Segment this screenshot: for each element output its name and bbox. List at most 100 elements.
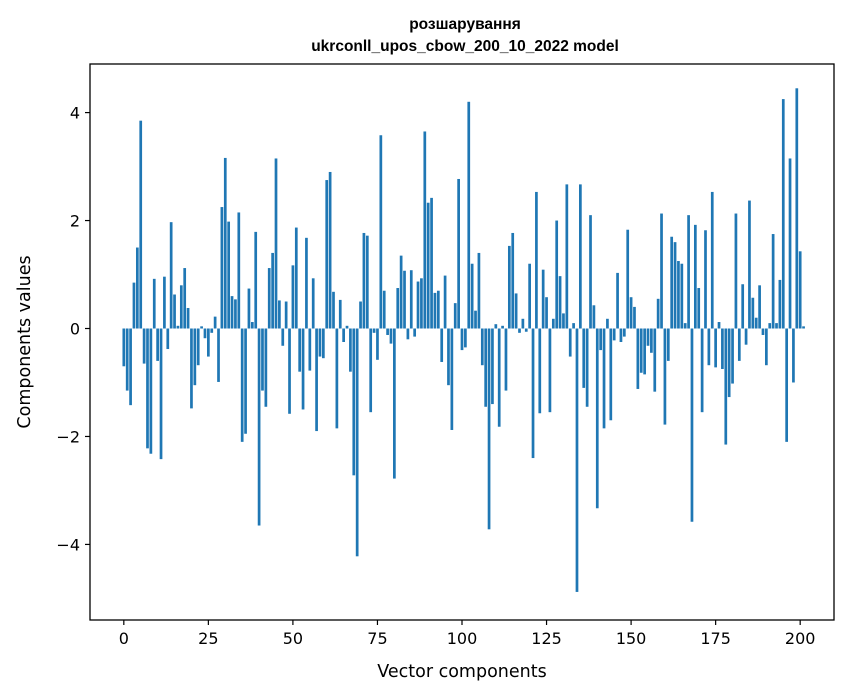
bar <box>152 278 156 329</box>
bar <box>761 328 765 335</box>
bar <box>633 306 636 329</box>
bar <box>531 328 535 459</box>
bar <box>487 328 491 530</box>
bar <box>234 299 237 329</box>
bar <box>159 328 163 460</box>
bar-series <box>122 88 805 592</box>
bar <box>355 328 359 557</box>
bar <box>768 323 772 329</box>
bar <box>420 278 423 329</box>
bar <box>213 316 217 329</box>
bar <box>203 328 207 339</box>
bar <box>785 328 789 442</box>
bar <box>697 288 701 329</box>
bar <box>135 247 139 329</box>
bar <box>447 328 450 386</box>
bar <box>545 297 548 329</box>
bar <box>660 213 663 329</box>
bar <box>582 328 586 388</box>
bar <box>477 252 481 329</box>
bar <box>149 328 153 454</box>
bar <box>288 328 291 414</box>
bar <box>200 326 203 329</box>
bar <box>267 268 271 329</box>
bar <box>291 265 295 329</box>
bar <box>423 131 427 329</box>
bar <box>491 328 494 405</box>
bar <box>223 157 227 329</box>
bar <box>704 230 707 329</box>
bar <box>565 184 569 329</box>
x-tick-label: 200 <box>785 629 816 648</box>
x-tick-label: 175 <box>700 629 731 648</box>
bar <box>622 328 626 337</box>
bar <box>271 252 274 329</box>
bar <box>717 322 721 329</box>
bar <box>284 301 288 329</box>
bar <box>589 215 592 329</box>
y-tick-label: 0 <box>70 320 80 339</box>
bar <box>663 328 667 425</box>
bar <box>352 328 356 476</box>
bar <box>403 270 406 329</box>
bar <box>585 328 589 407</box>
bar <box>788 158 792 329</box>
bar <box>467 101 471 329</box>
bar <box>321 328 325 359</box>
x-axis-ticks: 0 25 50 75 100 125 150 175 200 <box>119 620 816 648</box>
bar <box>166 328 170 350</box>
chart-title-line-1: розшарування <box>409 16 521 33</box>
bar <box>707 328 711 366</box>
bar <box>433 292 437 329</box>
bar <box>802 326 805 329</box>
bar <box>443 275 447 329</box>
bar <box>612 328 616 341</box>
bar <box>294 227 298 329</box>
y-tick-label: 4 <box>70 104 80 123</box>
bar <box>795 88 799 329</box>
bar <box>332 291 335 329</box>
x-tick-label: 150 <box>616 629 647 648</box>
bar <box>264 328 268 407</box>
bar <box>240 328 244 442</box>
bar <box>440 328 444 362</box>
x-tick-label: 25 <box>198 629 218 648</box>
chart-title-line-2: ukrconll_upos_cbow_200_10_2022 model <box>311 38 619 55</box>
bar <box>156 328 159 361</box>
bar <box>179 285 183 329</box>
bar <box>430 197 433 329</box>
bar <box>595 328 599 509</box>
bar <box>514 293 518 329</box>
bar <box>646 328 650 346</box>
x-tick-label: 75 <box>367 629 387 648</box>
bar <box>301 328 305 410</box>
bar <box>653 328 657 392</box>
bar <box>521 318 525 329</box>
bar <box>501 325 504 329</box>
bar <box>244 328 247 434</box>
bar <box>328 171 332 329</box>
bar <box>345 325 349 329</box>
bar <box>365 235 369 329</box>
y-tick-label: 2 <box>70 212 80 231</box>
bar <box>643 328 646 375</box>
bar <box>325 180 329 329</box>
x-axis-label: Vector components <box>377 662 546 682</box>
bar <box>396 288 400 329</box>
bar <box>710 191 714 329</box>
bar <box>359 301 362 329</box>
bar <box>247 288 251 329</box>
bar <box>132 282 136 329</box>
bar <box>173 294 176 329</box>
y-tick-label: −4 <box>56 535 80 554</box>
bar <box>450 328 454 430</box>
bar <box>727 328 731 398</box>
bar <box>555 220 559 329</box>
bar <box>744 328 748 345</box>
bar <box>781 99 785 329</box>
bar <box>278 300 281 329</box>
bar <box>186 307 190 329</box>
bar <box>146 328 149 449</box>
bar <box>575 328 579 592</box>
bar <box>568 328 572 357</box>
